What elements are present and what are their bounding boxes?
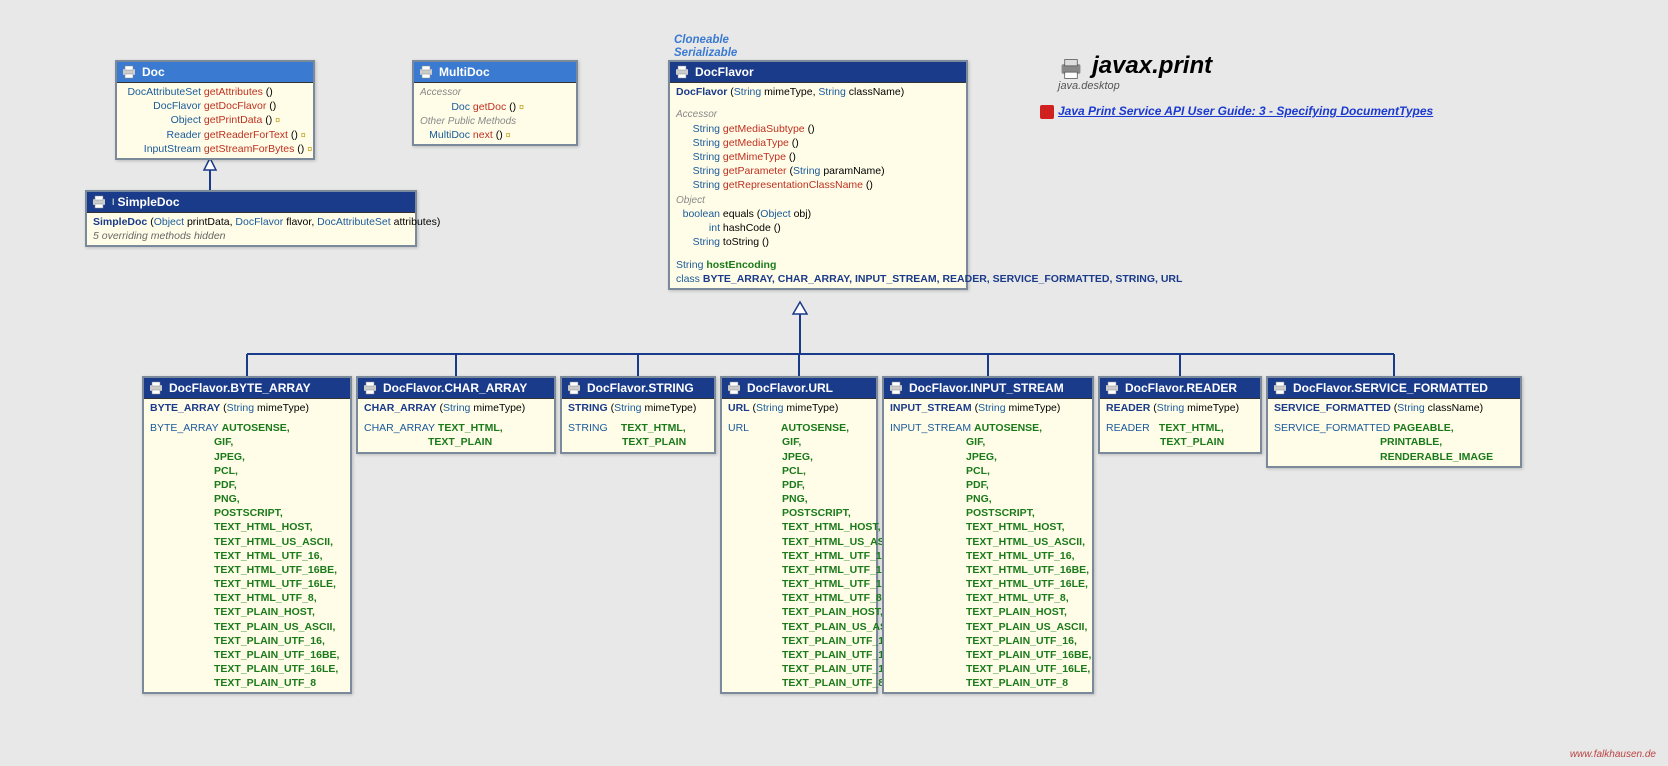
printer-icon [726,381,742,395]
class-string[interactable]: DocFlavor.STRING STRING (String mimeType)… [560,376,716,454]
class-reader-body: READER (String mimeType)READER TEXT_HTML… [1100,399,1260,452]
class-inputStream-body: INPUT_STREAM (String mimeType)INPUT_STRE… [884,399,1092,692]
class-doc-header: Doc [117,62,313,83]
class-docflavor-header: DocFlavor [670,62,966,83]
class-url-body: URL (String mimeType)URL AUTOSENSE,GIF,J… [722,399,876,692]
class-multidoc[interactable]: MultiDoc Accessor Doc getDoc () ¤ Other … [412,60,578,146]
class-charArray-title: DocFlavor.CHAR_ARRAY [383,381,527,395]
class-inputStream[interactable]: DocFlavor.INPUT_STREAM INPUT_STREAM (Stri… [882,376,1094,694]
printer-icon [418,65,434,79]
class-docflavor-body: DocFlavor (String mimeType, String class… [670,83,966,288]
class-docflavor-title: DocFlavor [695,65,754,79]
package-title: javax.print java.desktop [1058,52,1212,92]
class-doc-title: Doc [142,65,165,79]
class-reader-title: DocFlavor.READER [1125,381,1237,395]
class-simpledoc[interactable]: I SimpleDoc SimpleDoc (Object printData,… [85,190,417,247]
class-inputStream-header: DocFlavor.INPUT_STREAM [884,378,1092,399]
footer-link[interactable]: www.falkhausen.de [1570,749,1656,760]
class-multidoc-header: MultiDoc [414,62,576,83]
class-serviceFormatted-body: SERVICE_FORMATTED (String className)SERV… [1268,399,1520,466]
printer-icon [1104,381,1120,395]
class-inputStream-title: DocFlavor.INPUT_STREAM [909,381,1064,395]
printer-icon [674,65,690,79]
class-string-header: DocFlavor.STRING [562,378,714,399]
api-guide-link[interactable]: Java Print Service API User Guide: 3 - S… [1040,104,1433,119]
class-reader[interactable]: DocFlavor.READER READER (String mimeType)… [1098,376,1262,454]
printer-icon [121,65,137,79]
class-serviceFormatted-title: DocFlavor.SERVICE_FORMATTED [1293,381,1488,395]
printer-icon [91,195,107,209]
printer-icon [362,381,378,395]
class-multidoc-title: MultiDoc [439,65,490,79]
stereotype-cloneable: Cloneable Serializable [674,34,737,59]
class-serviceFormatted[interactable]: DocFlavor.SERVICE_FORMATTED SERVICE_FORMA… [1266,376,1522,468]
class-multidoc-body: Accessor Doc getDoc () ¤ Other Public Me… [414,83,576,144]
class-byteArray-header: DocFlavor.BYTE_ARRAY [144,378,350,399]
class-doc-body: DocAttributeSet getAttributes ()DocFlavo… [117,83,313,158]
class-url[interactable]: DocFlavor.URL URL (String mimeType)URL AU… [720,376,878,694]
class-reader-header: DocFlavor.READER [1100,378,1260,399]
printer-icon [148,381,164,395]
class-simpledoc-body: SimpleDoc (Object printData, DocFlavor f… [87,213,415,245]
oracle-icon [1040,105,1054,119]
class-byteArray-title: DocFlavor.BYTE_ARRAY [169,381,311,395]
class-doc[interactable]: Doc DocAttributeSet getAttributes ()DocF… [115,60,315,160]
class-url-header: DocFlavor.URL [722,378,876,399]
implements-marker: I [112,197,115,207]
class-url-title: DocFlavor.URL [747,381,833,395]
printer-icon [1272,381,1288,395]
class-charArray[interactable]: DocFlavor.CHAR_ARRAY CHAR_ARRAY (String m… [356,376,556,454]
printer-icon [888,381,904,395]
class-serviceFormatted-header: DocFlavor.SERVICE_FORMATTED [1268,378,1520,399]
class-byteArray-body: BYTE_ARRAY (String mimeType)BYTE_ARRAY A… [144,399,350,692]
class-charArray-body: CHAR_ARRAY (String mimeType)CHAR_ARRAY T… [358,399,554,452]
class-docflavor[interactable]: DocFlavor DocFlavor (String mimeType, St… [668,60,968,290]
class-byteArray[interactable]: DocFlavor.BYTE_ARRAY BYTE_ARRAY (String m… [142,376,352,694]
class-charArray-header: DocFlavor.CHAR_ARRAY [358,378,554,399]
class-string-title: DocFlavor.STRING [587,381,694,395]
class-simpledoc-header: I SimpleDoc [87,192,415,213]
class-string-body: STRING (String mimeType)STRING TEXT_HTML… [562,399,714,452]
printer-icon [566,381,582,395]
class-simpledoc-title: SimpleDoc [118,195,180,209]
